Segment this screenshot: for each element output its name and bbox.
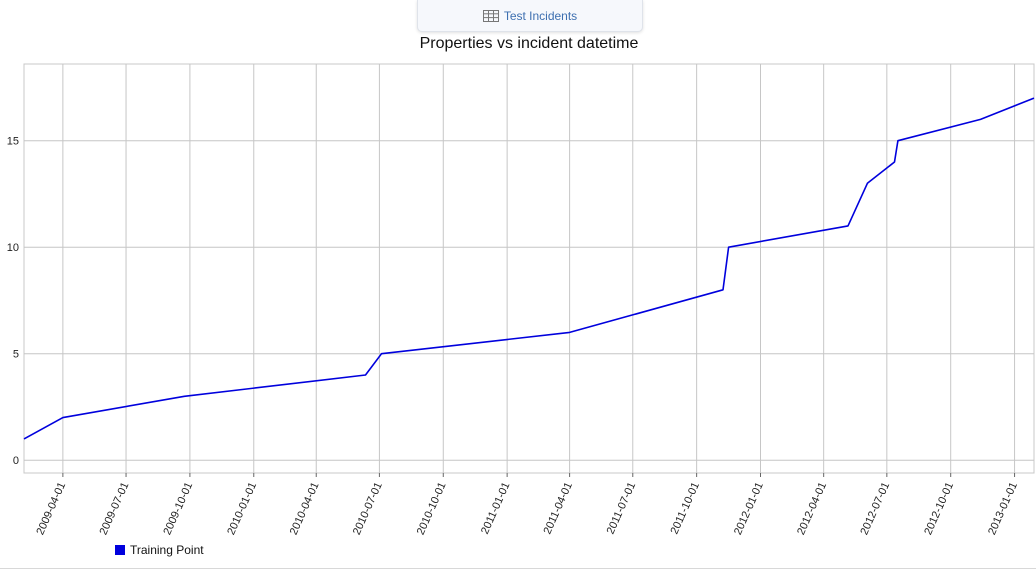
y-tick-label: 5 [13, 349, 19, 361]
bottom-divider [0, 568, 1036, 569]
x-tick-label: 2011-07-01 [605, 481, 639, 537]
legend: Training Point [115, 543, 204, 557]
x-tick-label: 2012-07-01 [858, 481, 892, 537]
x-tick-label: 2012-04-01 [795, 481, 829, 537]
x-tick-label: 2011-01-01 [479, 481, 513, 537]
series-line [23, 97, 1035, 440]
x-tick-label: 2009-04-01 [34, 481, 68, 537]
x-tick-label: 2012-10-01 [922, 481, 956, 537]
y-tick-label: 10 [7, 242, 19, 254]
x-tick-label: 2010-01-01 [225, 481, 259, 537]
legend-swatch [115, 545, 125, 555]
plot-frame [23, 63, 1035, 474]
y-tick-label: 0 [13, 455, 19, 467]
tab-label: Test Incidents [503, 8, 578, 23]
x-tick-label: 2011-04-01 [541, 481, 575, 537]
chart-title: Properties vs incident datetime [419, 35, 639, 52]
x-tick-label: 2012-01-01 [732, 481, 766, 537]
x-tick-label: 2013-01-01 [986, 481, 1020, 537]
x-tick-label: 2009-10-01 [161, 481, 195, 537]
x-tick-label: 2009-07-01 [98, 481, 132, 537]
x-tick-label: 2010-04-01 [288, 481, 322, 537]
x-tick-label: 2011-10-01 [669, 481, 703, 537]
x-tick-label: 2010-10-01 [415, 481, 449, 537]
table-icon [482, 9, 499, 22]
tab-test-incidents[interactable]: Test Incidents [417, 0, 643, 32]
y-tick-label: 15 [7, 136, 19, 148]
legend-label: Training Point [130, 543, 204, 557]
x-tick-label: 2010-07-01 [351, 481, 385, 537]
